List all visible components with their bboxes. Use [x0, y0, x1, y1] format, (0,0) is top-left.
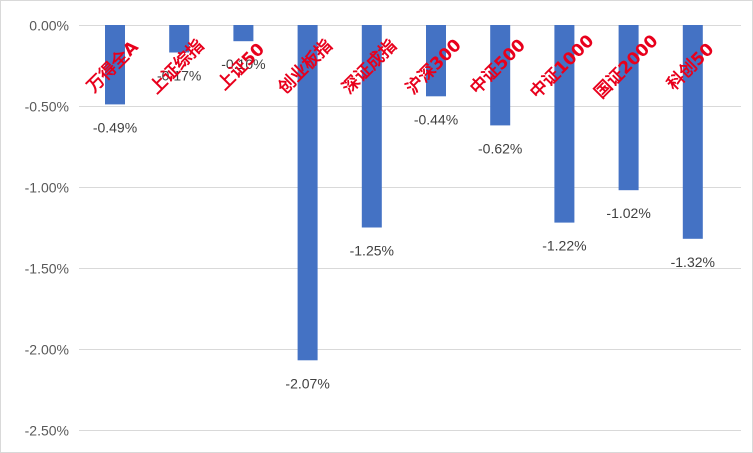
- y-tick-label: -1.50%: [25, 261, 69, 277]
- data-label: -1.22%: [542, 238, 586, 254]
- bar: [233, 25, 254, 42]
- y-tick-label: -0.50%: [25, 99, 69, 115]
- bar: [682, 25, 703, 239]
- bar: [618, 25, 639, 191]
- data-label: -2.07%: [285, 375, 329, 391]
- data-label: -1.02%: [606, 205, 650, 221]
- bar: [426, 25, 446, 97]
- y-tick-label: -2.50%: [25, 423, 69, 439]
- data-label: -0.44%: [414, 111, 458, 127]
- data-label: -1.25%: [350, 243, 394, 259]
- data-label: -0.49%: [93, 119, 137, 135]
- bar: [490, 25, 511, 126]
- bar: [297, 25, 318, 361]
- bar: [105, 25, 125, 105]
- y-tick-label: -2.00%: [25, 342, 69, 358]
- bar: [554, 25, 575, 223]
- bar: [169, 25, 190, 53]
- data-label: -0.10%: [221, 56, 265, 72]
- y-tick-label: 0.00%: [29, 18, 69, 34]
- data-label: -0.62%: [478, 140, 522, 156]
- data-label: -1.32%: [671, 254, 715, 270]
- y-tick-label: -1.00%: [25, 180, 69, 196]
- bar: [361, 25, 382, 228]
- data-label: -0.17%: [157, 68, 201, 84]
